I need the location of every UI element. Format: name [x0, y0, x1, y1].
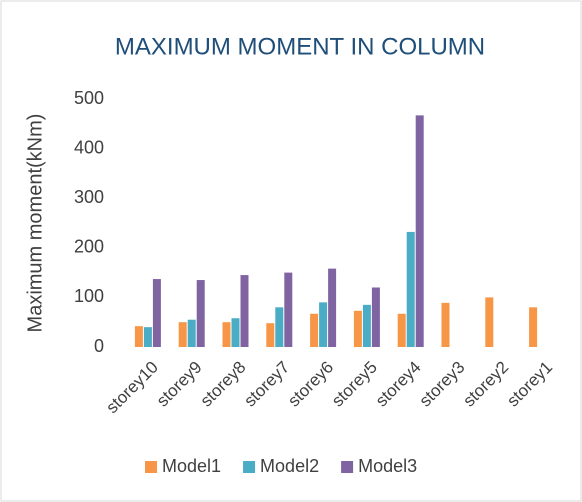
bar: [328, 268, 337, 347]
bar: [415, 115, 424, 347]
bar: [406, 231, 415, 347]
y-tick-label: 300: [74, 187, 104, 207]
legend-label: Model3: [358, 456, 417, 476]
legend-swatch: [145, 461, 157, 473]
y-tick-label: 200: [74, 237, 104, 257]
y-tick-label: 0: [94, 336, 104, 356]
legend-swatch: [243, 461, 256, 473]
bar: [397, 313, 406, 347]
bar: [284, 272, 293, 347]
bar: [529, 307, 538, 347]
bar: [187, 319, 196, 347]
bar: [485, 297, 494, 347]
bar: [152, 279, 161, 347]
bar: [134, 326, 143, 347]
bar: [196, 280, 205, 347]
bar: [362, 304, 371, 347]
bar: [231, 318, 240, 347]
bar: [143, 327, 152, 347]
bar: [266, 323, 275, 347]
y-tick-label: 500: [74, 88, 104, 108]
chart-title: MAXIMUM MOMENT IN COLUMN: [115, 33, 485, 60]
legend-swatch: [341, 461, 354, 473]
legend-label: Model1: [162, 456, 221, 476]
bar: [240, 275, 249, 347]
bar: [275, 307, 284, 347]
bar: [178, 322, 187, 347]
bar: [222, 322, 231, 347]
bar: [371, 287, 380, 347]
bar: [441, 302, 450, 347]
y-tick-label: 100: [74, 286, 104, 306]
bar: [319, 302, 328, 347]
bar: [310, 313, 319, 347]
y-tick-label: 400: [74, 137, 104, 157]
y-axis-label: Maximum moment(kNm): [24, 114, 46, 333]
bar: [353, 310, 362, 347]
legend-label: Model2: [260, 456, 319, 476]
